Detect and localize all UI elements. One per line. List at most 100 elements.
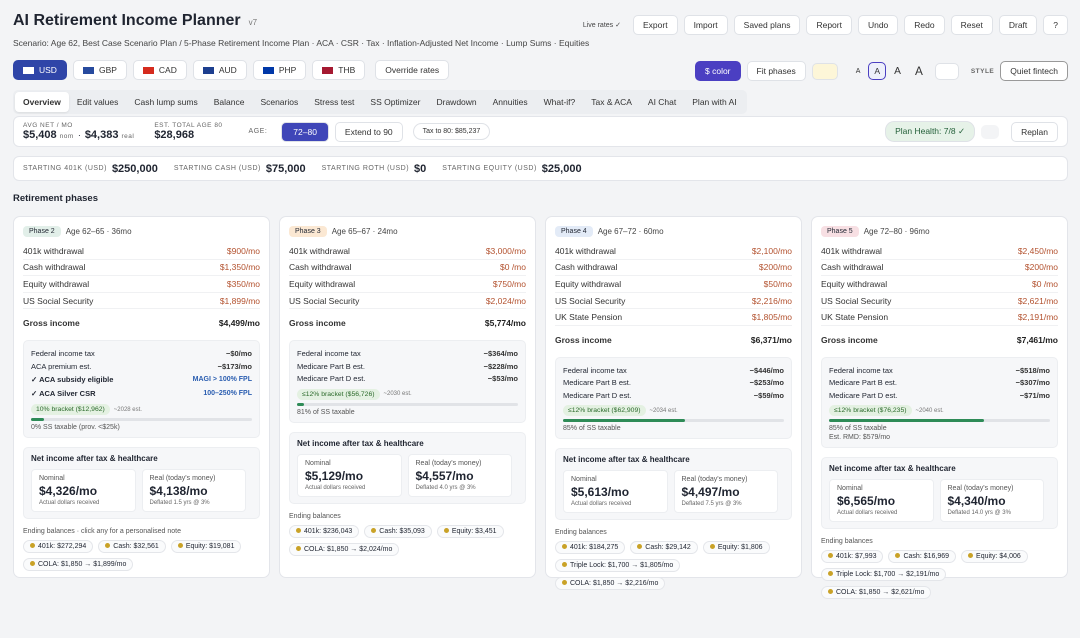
- action-button[interactable]: Draft: [998, 15, 1038, 35]
- action-button[interactable]: Undo: [857, 15, 899, 35]
- balance-chip[interactable]: COLA: $1,850 → $2,024/mo: [289, 542, 400, 556]
- net-box: Net income after tax & healthcare Nominal…: [289, 431, 526, 504]
- tab[interactable]: Annuities: [492, 97, 528, 107]
- currency-button[interactable]: PHP: [252, 60, 307, 80]
- ending-title: Ending balances: [555, 529, 607, 537]
- action-button[interactable]: ?: [1043, 15, 1068, 35]
- currency-button[interactable]: CAD: [132, 60, 187, 80]
- play[interactable]: [981, 124, 1000, 139]
- tab[interactable]: Drawdown: [436, 97, 477, 107]
- balance-chip[interactable]: Equity: $19,081: [170, 540, 242, 554]
- color-toggle[interactable]: $ color: [695, 61, 741, 81]
- tab[interactable]: Balance: [213, 97, 245, 107]
- gross-row: Gross income $7,461/mo: [821, 329, 1058, 351]
- aca-check: ✓ ACA subsidy eligible MAGI > 100% FPL: [31, 372, 252, 386]
- hint-button[interactable]: [811, 62, 838, 80]
- balance-chip[interactable]: 401k: $272,294: [23, 540, 94, 554]
- net-nominal-text: $5,613/mo: [571, 485, 630, 500]
- tab[interactable]: What-if?: [543, 97, 576, 107]
- currency-label: GBP: [98, 65, 117, 75]
- age-range[interactable]: 72–80: [281, 121, 329, 142]
- currency-row: USD GBP CAD AUD PHP THB Override rates: [7, 60, 450, 80]
- extend[interactable]: Extend to 90: [334, 121, 403, 142]
- tab[interactable]: Stress test: [314, 97, 355, 107]
- phase-header: Phase 5 Age 72–80 · 96mo: [821, 226, 1058, 237]
- action-button[interactable]: Redo: [904, 15, 945, 35]
- fit-phases[interactable]: Fit phases: [746, 61, 806, 81]
- chips: 401k: $236,043 Cash: $35,093 Equity: $3,45…: [289, 524, 526, 561]
- font-size-button[interactable]: A: [868, 62, 887, 80]
- balance-chip[interactable]: 401k: $236,043: [289, 524, 360, 538]
- action-button[interactable]: Saved plans: [733, 15, 801, 35]
- income-value: $1,805/mo: [751, 312, 792, 323]
- phase-header: Phase 3 Age 65–67 · 24mo: [289, 226, 526, 237]
- gross-value: $6,371/mo: [750, 334, 792, 345]
- balance-chip[interactable]: Equity: $4,006: [961, 550, 1028, 564]
- net-nominal-text: Actual dollars received: [39, 500, 100, 507]
- income-value: $2,621/mo: [1017, 295, 1058, 306]
- starting-value: $250,000: [111, 162, 158, 175]
- balance-chip[interactable]: COLA: $1,850 → $2,621/mo: [821, 586, 932, 600]
- replan[interactable]: Replan: [1011, 121, 1058, 142]
- summary-bar: AVG NET / MO $5,408 nom · $4,383 real EST. TOT…: [13, 116, 1068, 147]
- font-size-button[interactable]: A: [914, 64, 923, 78]
- flag: [202, 67, 214, 74]
- income-value: $2,216/mo: [751, 295, 792, 306]
- currency-button[interactable]: THB: [312, 60, 366, 80]
- balance-chip[interactable]: Cash: $29,142: [630, 541, 698, 555]
- balance-chip[interactable]: COLA: $1,850 → $1,899/mo: [23, 558, 134, 572]
- progress-fill: [563, 419, 685, 423]
- balance-chip[interactable]: 401k: $184,275: [555, 541, 626, 555]
- ending: Ending balances 401k: $184,275 Cash: $29,1…: [555, 529, 792, 595]
- balance-chip[interactable]: Equity: $3,451: [436, 524, 504, 538]
- balance-chip[interactable]: 401k: $7,993: [821, 550, 884, 564]
- tab[interactable]: Edit values: [76, 97, 119, 107]
- plan-health[interactable]: Plan Health: 7/8 ✓: [885, 121, 976, 142]
- gross-value: $7,461/mo: [1016, 334, 1058, 345]
- action-button[interactable]: Import: [683, 15, 728, 35]
- check-label: ✓ ACA subsidy eligible: [31, 374, 114, 384]
- action-button[interactable]: Report: [806, 15, 852, 35]
- net-real-text: Deflated 1.5 yrs @ 3%: [149, 500, 210, 507]
- net-nominal: Nominal $6,565/mo Actual dollars received: [829, 479, 934, 523]
- tab[interactable]: Scenarios: [260, 97, 299, 107]
- phase-badge: Phase 5: [821, 226, 859, 237]
- income-label: 401k withdrawal: [23, 245, 84, 256]
- balance-chip[interactable]: Cash: $16,969: [888, 550, 957, 564]
- font-size-button[interactable]: A: [894, 65, 901, 77]
- balance-chip[interactable]: Cash: $35,093: [364, 524, 432, 538]
- balance-chip[interactable]: Triple Lock: $1,700 → $1,805/mo: [555, 559, 681, 573]
- action-button[interactable]: Export: [632, 15, 678, 35]
- tab[interactable]: Overview: [15, 92, 69, 112]
- override-rates[interactable]: Override rates: [375, 60, 450, 80]
- tax-value: −$228/mo: [483, 361, 518, 371]
- phase-card: Phase 2 Age 62–65 · 36mo 401k withdrawal $9…: [13, 216, 270, 578]
- bracket-note: ~2040 est.: [915, 407, 944, 414]
- currency-button[interactable]: AUD: [192, 60, 247, 80]
- tab[interactable]: Plan with AI: [692, 97, 737, 107]
- tab[interactable]: Tax & ACA: [591, 97, 632, 107]
- balance-chip[interactable]: Equity: $1,806: [702, 541, 770, 555]
- net-real-text: Real (today's money): [947, 485, 1014, 493]
- bracket-progress: [563, 419, 784, 423]
- tab[interactable]: Cash lump sums: [134, 97, 198, 107]
- phase-card: Phase 4 Age 67–72 · 60mo 401k withdrawal $2…: [545, 216, 802, 591]
- currency-button[interactable]: USD: [13, 60, 67, 80]
- style-select[interactable]: Quiet fintech: [1000, 61, 1068, 81]
- income-row: US Social Security $2,621/mo: [821, 293, 1058, 310]
- tab[interactable]: AI Chat: [647, 97, 677, 107]
- balance-chip[interactable]: Cash: $32,561: [98, 540, 166, 554]
- tax-row: Medicare Part D est. −$53/mo: [297, 372, 518, 385]
- action-button[interactable]: Reset: [950, 15, 993, 35]
- tax-value: −$59/mo: [753, 390, 784, 400]
- nominal-unit: nom: [59, 133, 74, 140]
- income-value: $50/mo: [763, 278, 792, 289]
- theme-dot[interactable]: [934, 62, 959, 80]
- net-nominal-text: Nominal: [837, 485, 863, 493]
- balance-chip[interactable]: COLA: $1,850 → $2,216/mo: [555, 577, 666, 591]
- tab[interactable]: SS Optimizer: [370, 97, 421, 107]
- font-size-button[interactable]: A: [855, 67, 861, 75]
- balance-chip[interactable]: Triple Lock: $1,700 → $2,191/mo: [821, 568, 947, 582]
- currency-button[interactable]: GBP: [72, 60, 127, 80]
- income-row: UK State Pension $2,191/mo: [821, 309, 1058, 326]
